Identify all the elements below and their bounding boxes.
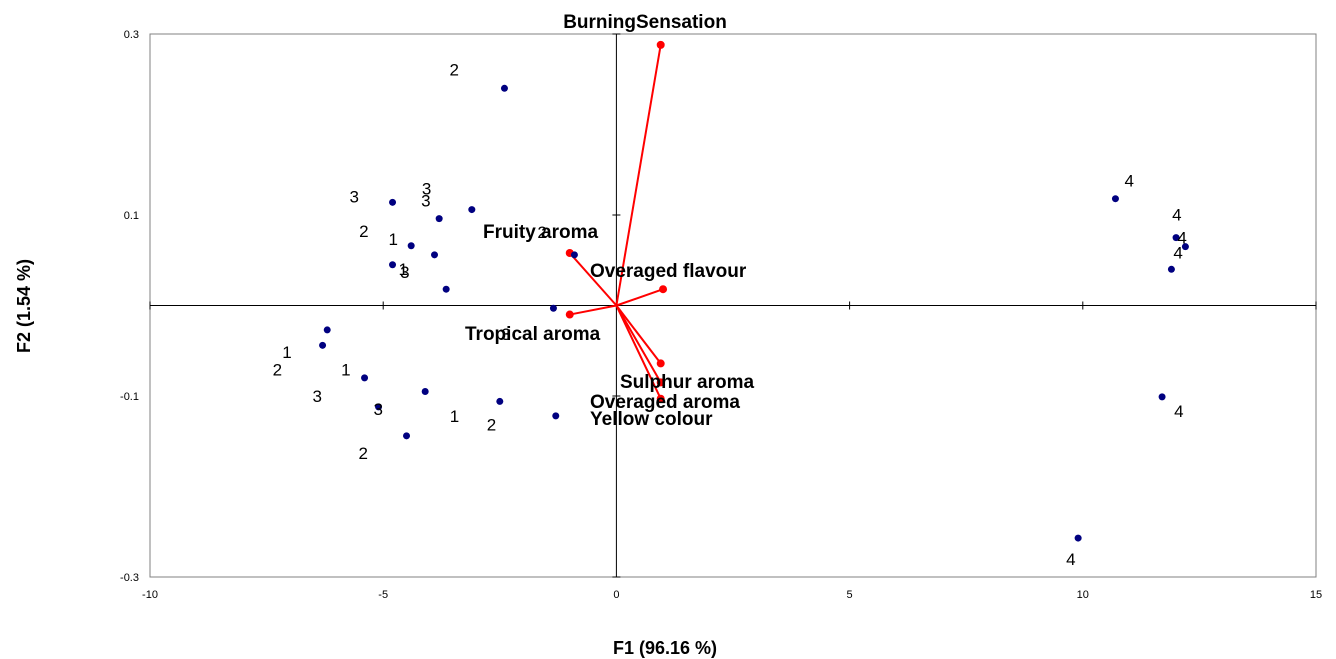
- variable-label: BurningSensation: [563, 12, 727, 33]
- observation-label: 2: [537, 223, 546, 242]
- observation-point: [319, 341, 327, 349]
- variable-vector-tip: [656, 378, 665, 387]
- x-tick-label: 0: [613, 589, 619, 601]
- observation-point: [323, 326, 331, 334]
- y-tick-label: -0.3: [120, 572, 139, 584]
- observation-point: [389, 261, 397, 269]
- variable-label: Overaged flavour: [590, 261, 747, 282]
- variable-vector-tip: [656, 359, 665, 368]
- observation-label: 3: [501, 325, 510, 344]
- observation-point: [442, 285, 450, 293]
- observation-point: [500, 84, 508, 92]
- observation-point: [403, 432, 411, 440]
- observation-label: 3: [422, 180, 431, 199]
- observation-label: 2: [449, 60, 458, 79]
- variable-label: Tropical aroma: [465, 324, 601, 345]
- points-layer: [319, 84, 1189, 542]
- variable-vector: [615, 304, 662, 365]
- observation-label: 2: [359, 222, 368, 241]
- x-axis-title: F1 (96.16 %): [613, 638, 717, 658]
- observation-label: 3: [313, 387, 322, 406]
- observation-point: [435, 215, 443, 223]
- vectors-layer: [565, 40, 668, 403]
- observation-label: 3: [374, 400, 383, 419]
- variable-vector: [569, 252, 618, 307]
- observation-label: 2: [359, 444, 368, 463]
- observation-point: [407, 242, 415, 250]
- observation-point: [1172, 234, 1180, 242]
- y-tick-label: 0.3: [124, 29, 139, 41]
- observation-label: 4: [1124, 172, 1133, 191]
- observation-point: [431, 251, 439, 259]
- observation-point: [361, 374, 369, 382]
- observation-label: 4: [1172, 206, 1181, 225]
- y-tick-label: -0.1: [120, 391, 139, 403]
- observation-point: [570, 251, 578, 259]
- observation-point: [496, 397, 504, 405]
- observation-label: 1: [341, 360, 350, 379]
- variable-label: Fruity aroma: [483, 222, 599, 243]
- variable-vector: [569, 304, 617, 316]
- observation-label: 2: [487, 415, 496, 434]
- x-tick-label: 15: [1310, 589, 1322, 601]
- observation-label: 4: [1174, 402, 1183, 421]
- observation-label: 3: [350, 187, 359, 206]
- labels-layer: BurningSensation Fruity aroma Overaged fla…: [273, 12, 1187, 569]
- observation-label: 1: [389, 230, 398, 249]
- ticks-layer: -10 -5 0 5 10 15 -0.3 -0.1 0.1 0.3: [120, 29, 1322, 601]
- variable-vector-tip: [659, 285, 668, 294]
- observation-label: 1: [282, 343, 291, 362]
- variable-label: Sulphur aroma: [620, 372, 755, 393]
- variable-vector: [615, 44, 662, 306]
- variable-vector-tip: [565, 310, 574, 319]
- x-tick-label: -5: [378, 589, 388, 601]
- observation-label: 4: [1173, 243, 1182, 262]
- observation-label: 2: [273, 360, 282, 379]
- observation-label: 3: [421, 192, 430, 211]
- observation-point: [1167, 265, 1175, 273]
- variable-vector: [615, 305, 662, 400]
- observation-label: 4: [1066, 550, 1075, 569]
- variable-vector-tip: [656, 394, 665, 403]
- observation-point: [1181, 243, 1189, 251]
- observation-point: [1111, 195, 1119, 203]
- observation-point: [421, 387, 429, 395]
- observation-point: [389, 198, 397, 206]
- observation-point: [1158, 393, 1166, 401]
- observation-label: 1: [399, 260, 408, 279]
- observation-point: [375, 403, 383, 411]
- axes-layer: [150, 34, 1316, 577]
- observation-label: 1: [450, 407, 459, 426]
- y-tick-label: 0.1: [124, 210, 139, 222]
- x-tick-label: 10: [1077, 589, 1089, 601]
- observation-point: [468, 206, 476, 214]
- variable-label: Yellow colour: [590, 409, 713, 430]
- variable-vector: [615, 305, 662, 383]
- x-tick-label: -10: [142, 589, 158, 601]
- observation-label: 4: [1177, 229, 1186, 248]
- variable-vector-tip: [656, 40, 665, 49]
- observation-label: 3: [400, 263, 409, 282]
- variable-vector: [616, 288, 664, 307]
- variable-label: Overaged aroma: [590, 392, 740, 413]
- x-tick-label: 5: [847, 589, 853, 601]
- observation-point: [552, 412, 560, 420]
- observation-point: [1074, 534, 1082, 542]
- observation-point: [549, 304, 557, 312]
- y-axis-title: F2 (1.54 %): [14, 259, 34, 353]
